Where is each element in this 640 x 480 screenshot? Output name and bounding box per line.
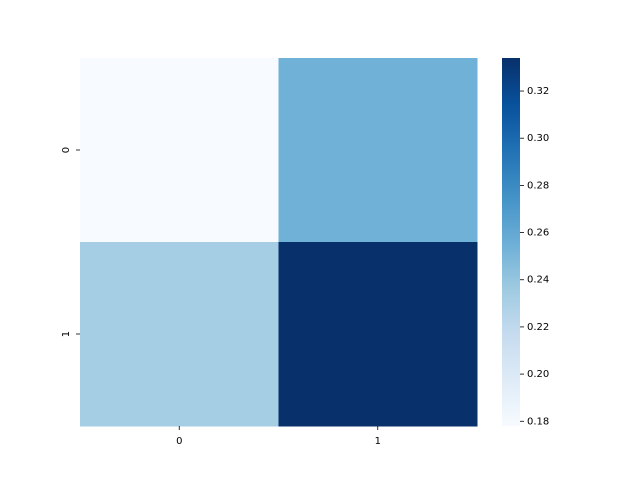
colorbar-tick-label: 0.22 <box>527 322 549 333</box>
heatmap-cell <box>80 58 279 243</box>
colorbar-tick-label: 0.24 <box>527 275 549 286</box>
y-tick-label: 1 <box>61 331 72 337</box>
heatmap-cell <box>278 58 478 243</box>
x-tick-label: 1 <box>375 436 381 447</box>
y-tick-label: 0 <box>61 147 72 153</box>
colorbar-tick-label: 0.18 <box>527 416 549 427</box>
colorbar-tick-label: 0.30 <box>527 133 549 144</box>
heatmap-cell <box>278 242 478 427</box>
colorbar-tick-label: 0.32 <box>527 86 549 97</box>
colorbar-tick-label: 0.28 <box>527 180 549 191</box>
colorbar-tick-label: 0.26 <box>527 228 549 239</box>
heatmap-cell <box>80 242 279 427</box>
colorbar-tick-label: 0.20 <box>527 369 549 380</box>
colorbar <box>502 58 520 426</box>
x-tick-label: 0 <box>176 436 182 447</box>
